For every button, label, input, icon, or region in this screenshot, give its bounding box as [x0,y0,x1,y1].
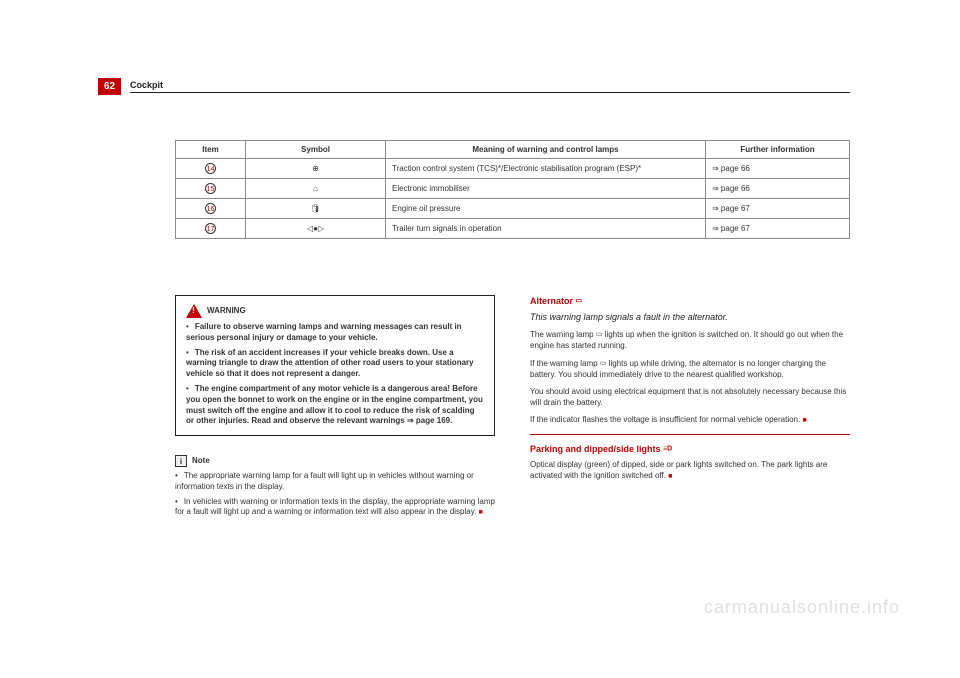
section-title: Cockpit [130,80,163,90]
right-column: Alternator ▭ This warning lamp signals a… [530,295,850,488]
alternator-para: The warning lamp ▭ lights up when the ig… [530,329,850,351]
warning-triangle-icon [186,304,202,318]
warning-bullet: The risk of an accident increases if you… [186,348,484,380]
col-meaning: Meaning of warning and control lamps [386,141,706,159]
parking-lights-para: Optical display (green) of dipped, side … [530,459,850,482]
note-bullet: In vehicles with warning or information … [175,497,495,519]
note-bullet: The appropriate warning lamp for a fault… [175,471,495,493]
warning-bullet: Failure to observe warning lamps and war… [186,322,484,344]
info-text: ⇒ page 67 [706,199,850,219]
col-item: Item [176,141,246,159]
symbol-icon: 🛢 [246,199,386,219]
meaning-text: Traction control system (TCS)*/Electroni… [386,159,706,179]
header-rule [130,92,850,93]
item-number: 16 [205,203,216,214]
table-row: 14 ⊕ Traction control system (TCS)*/Elec… [176,159,850,179]
page-number: 62 [98,78,121,95]
end-square-icon: ■ [802,417,806,424]
item-number: 14 [205,163,216,174]
parking-lights-heading: Parking and dipped/side lights ≡D [530,443,850,456]
table-row: 16 🛢 Engine oil pressure ⇒ page 67 [176,199,850,219]
alternator-subtitle: This warning lamp signals a fault in the… [530,311,850,324]
alternator-para: If the warning lamp ▭ lights up while dr… [530,358,850,380]
table-header-row: Item Symbol Meaning of warning and contr… [176,141,850,159]
alternator-para: If the indicator flashes the voltage is … [530,414,850,426]
table-row: 15 ⌂ Electronic immobiliser ⇒ page 66 [176,179,850,199]
meaning-text: Trailer turn signals in operation [386,219,706,239]
info-icon: i [175,455,187,467]
warning-lamps-table: Item Symbol Meaning of warning and contr… [175,140,850,239]
note-block: i Note The appropriate warning lamp for … [175,455,495,518]
watermark: carmanualsonline.info [704,597,900,618]
warning-bullet: The engine compartment of any motor vehi… [186,384,484,427]
col-info: Further information [706,141,850,159]
battery-icon: ▭ [576,298,583,305]
lights-icon: ≡D [663,446,672,453]
table-row: 17 ◁●▷ Trailer turn signals in operation… [176,219,850,239]
warning-title: WARNING [207,306,246,317]
symbol-icon: ⊕ [246,159,386,179]
info-text: ⇒ page 66 [706,159,850,179]
item-number: 15 [205,183,216,194]
end-square-icon: ■ [479,509,483,516]
warning-box: WARNING Failure to observe warning lamps… [175,295,495,436]
info-text: ⇒ page 66 [706,179,850,199]
col-symbol: Symbol [246,141,386,159]
symbol-icon: ◁●▷ [246,219,386,239]
item-number: 17 [205,223,216,234]
alternator-heading: Alternator ▭ [530,295,850,308]
info-text: ⇒ page 67 [706,219,850,239]
symbol-icon: ⌂ [246,179,386,199]
meaning-text: Engine oil pressure [386,199,706,219]
alternator-para: You should avoid using electrical equipm… [530,386,850,408]
manual-page: 62 Cockpit Item Symbol Meaning of warnin… [0,0,960,678]
meaning-text: Electronic immobiliser [386,179,706,199]
note-title: Note [192,456,210,467]
end-square-icon: ■ [668,473,672,480]
section-divider [530,434,850,435]
